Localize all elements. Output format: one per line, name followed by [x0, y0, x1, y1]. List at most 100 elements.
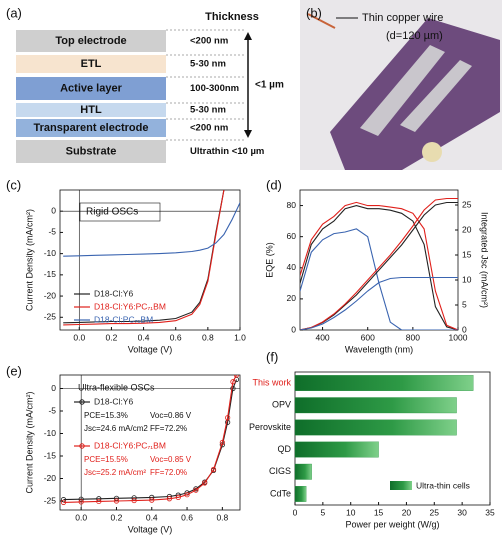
- category-label: OPV: [272, 400, 291, 410]
- y-tick-label: -10: [44, 248, 57, 258]
- y-tick-label: 60: [287, 231, 297, 241]
- layer-thickness: <200 nm: [190, 36, 228, 47]
- marker: [175, 494, 181, 500]
- y-tick-label: -5: [48, 405, 56, 415]
- electrode: [400, 60, 472, 132]
- marker: [78, 499, 84, 505]
- y2-axis-label: Integrated Jsc (mA/cm²): [480, 212, 490, 308]
- y-tick-label: -10: [44, 428, 57, 438]
- panel-label: (b): [306, 5, 322, 20]
- plot-frame: [294, 371, 491, 506]
- annotation: Thin copper wire: [362, 12, 443, 24]
- series-line: [300, 197, 458, 330]
- legend-label: D18-Cl:Y6:PC₇₁BM: [94, 440, 166, 450]
- x-axis-label: Voltage (V): [128, 344, 173, 354]
- layer: [16, 119, 166, 137]
- x-tick-label: 0.4: [146, 512, 158, 522]
- x-tick-label: 0.0: [73, 332, 85, 342]
- x-tick-label: 400: [315, 332, 329, 342]
- x-tick-label: 10: [346, 507, 356, 517]
- y-axis-label: Current Density (mA/cm²): [24, 209, 34, 311]
- x-tick-label: 0: [293, 507, 298, 517]
- layer-name: Substrate: [66, 145, 117, 157]
- y-tick-label: -15: [44, 269, 57, 279]
- bar: [294, 375, 474, 391]
- legend-label: D18-Cl:Y6: [94, 288, 133, 298]
- layer: [16, 77, 166, 100]
- legend-marker: [79, 399, 85, 405]
- marker: [193, 487, 199, 493]
- bar: [294, 441, 379, 458]
- series-line: [300, 201, 458, 330]
- annotation: (d=120 µm): [386, 30, 443, 42]
- x-tick-label: 0.2: [106, 332, 118, 342]
- panel-label: (c): [6, 177, 21, 192]
- y-tick-label: -20: [44, 290, 57, 300]
- layer-name: Transparent electrode: [34, 122, 149, 134]
- legend-swatch: [390, 481, 412, 490]
- marker: [230, 379, 236, 385]
- note: Jsc=24.6 mA/cm2: [84, 424, 148, 433]
- marker: [219, 439, 225, 446]
- annotation: Rigid OSCs: [86, 207, 138, 218]
- layer-thickness: <200 nm: [190, 123, 228, 134]
- bar: [294, 419, 457, 436]
- y-tick-label: -15: [44, 450, 57, 460]
- x-tick-label: 5: [320, 507, 325, 517]
- series-line: [300, 228, 458, 330]
- bar: [294, 486, 307, 502]
- category-label: Perovskite: [249, 422, 291, 432]
- marker: [225, 415, 231, 421]
- x-axis-label: Voltage (V): [128, 524, 173, 534]
- marker: [113, 498, 120, 504]
- legend-label: Ultra-thin cells: [416, 480, 470, 490]
- y-tick-label: 40: [287, 262, 297, 272]
- marker: [131, 497, 137, 504]
- x-axis-label: Wavelength (nm): [345, 344, 413, 354]
- x-tick-label: 0.4: [138, 332, 150, 342]
- legend-marker: [79, 443, 85, 449]
- y-axis-label: Current Density (mA/cm²): [24, 391, 34, 493]
- y-tick-label: 0: [291, 324, 296, 334]
- panel-label: (e): [6, 363, 22, 378]
- layer-thickness: 5-30 nm: [190, 105, 226, 116]
- x-tick-label: 0.8: [216, 512, 228, 522]
- electrode: [360, 45, 445, 136]
- plot-frame: [299, 189, 459, 331]
- layer-name: ETL: [81, 58, 102, 70]
- layer-thickness: Ultrathin <10 µm: [190, 146, 264, 157]
- marker: [60, 499, 67, 505]
- legend-label: D18-Cl:PC₇₁BM: [94, 314, 153, 324]
- x-tick-label: 800: [406, 332, 420, 342]
- series-line: [63, 190, 225, 326]
- y-tick-label: -5: [48, 227, 56, 237]
- layer-name: Active layer: [60, 82, 122, 94]
- category-label: This work: [252, 377, 291, 387]
- series-line: [300, 205, 458, 330]
- marker: [184, 492, 190, 498]
- series-line: [63, 375, 237, 503]
- y-tick-label: -25: [44, 312, 57, 322]
- panel-b: (b) Thin copper wire (d=120 µm): [300, 0, 502, 170]
- layer: [16, 30, 166, 52]
- layer: [16, 103, 166, 117]
- note: PCE=15.3%: [84, 411, 128, 420]
- series-line: [63, 379, 238, 501]
- note: Jsc=25.2 mA/cm²: [84, 468, 146, 477]
- y-tick-label: -25: [44, 495, 57, 505]
- y2-tick-label: 20: [462, 224, 472, 234]
- x-tick-label: 0.6: [170, 332, 182, 342]
- x-tick-label: 1.0: [234, 332, 246, 342]
- y2-tick-label: 5: [462, 299, 467, 309]
- layer: [16, 140, 166, 163]
- note: FF=72.2%: [150, 424, 187, 433]
- y2-tick-label: 0: [462, 324, 467, 334]
- y-axis-label: EQE (%): [264, 242, 274, 278]
- annotation-box: [79, 202, 161, 222]
- panel-label: (d): [266, 177, 282, 192]
- x-tick-label: 600: [361, 332, 375, 342]
- layer: [16, 55, 166, 73]
- category-label: CdTe: [270, 488, 291, 498]
